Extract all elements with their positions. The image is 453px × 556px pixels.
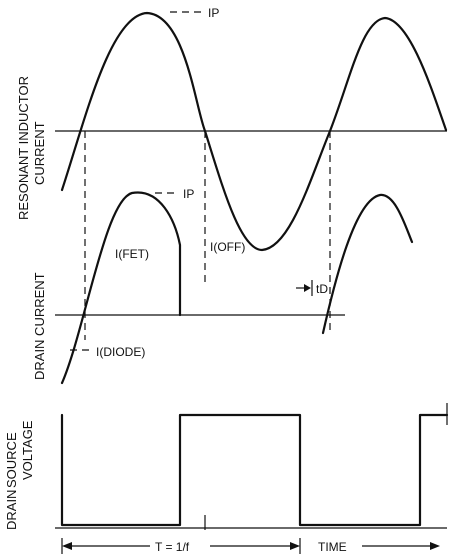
resonant-current-wave	[60, 11, 448, 252]
resonant-ylabel-line2: CURRENT	[32, 121, 47, 185]
diode-label: I(DIODE)	[96, 345, 145, 359]
period-label: T = 1/f	[155, 540, 190, 554]
drain-current-fet	[60, 191, 182, 385]
fet-label: I(FET)	[115, 247, 149, 261]
voltage-ylabel-line2: VOLTAGE	[20, 420, 35, 480]
drain-source-voltage-wave	[60, 413, 449, 527]
period-arrow-right	[290, 542, 300, 550]
voltage-ylabel-drain: DRAIN	[4, 490, 19, 530]
resonant-ylabel-line1: RESONANT INDUCTOR	[16, 76, 31, 220]
resonant-peak-label: IP	[208, 6, 219, 20]
drain-current-next	[321, 193, 414, 335]
voltage-ylabel-line1: SOURCE	[4, 432, 19, 488]
time-arrowhead	[430, 542, 440, 550]
off-label: I(OFF)	[210, 240, 245, 254]
time-label: TIME	[318, 540, 347, 554]
drain-ylabel: DRAIN CURRENT	[32, 272, 47, 380]
td-label: tD	[316, 282, 328, 296]
td-left-arrowhead	[304, 284, 311, 292]
drain-peak-label: IP	[183, 187, 194, 201]
period-arrow-left	[62, 542, 72, 550]
